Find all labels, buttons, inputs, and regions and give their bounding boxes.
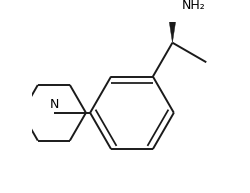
Polygon shape <box>167 8 178 43</box>
Text: NH₂: NH₂ <box>182 0 206 12</box>
Text: N: N <box>50 98 59 111</box>
